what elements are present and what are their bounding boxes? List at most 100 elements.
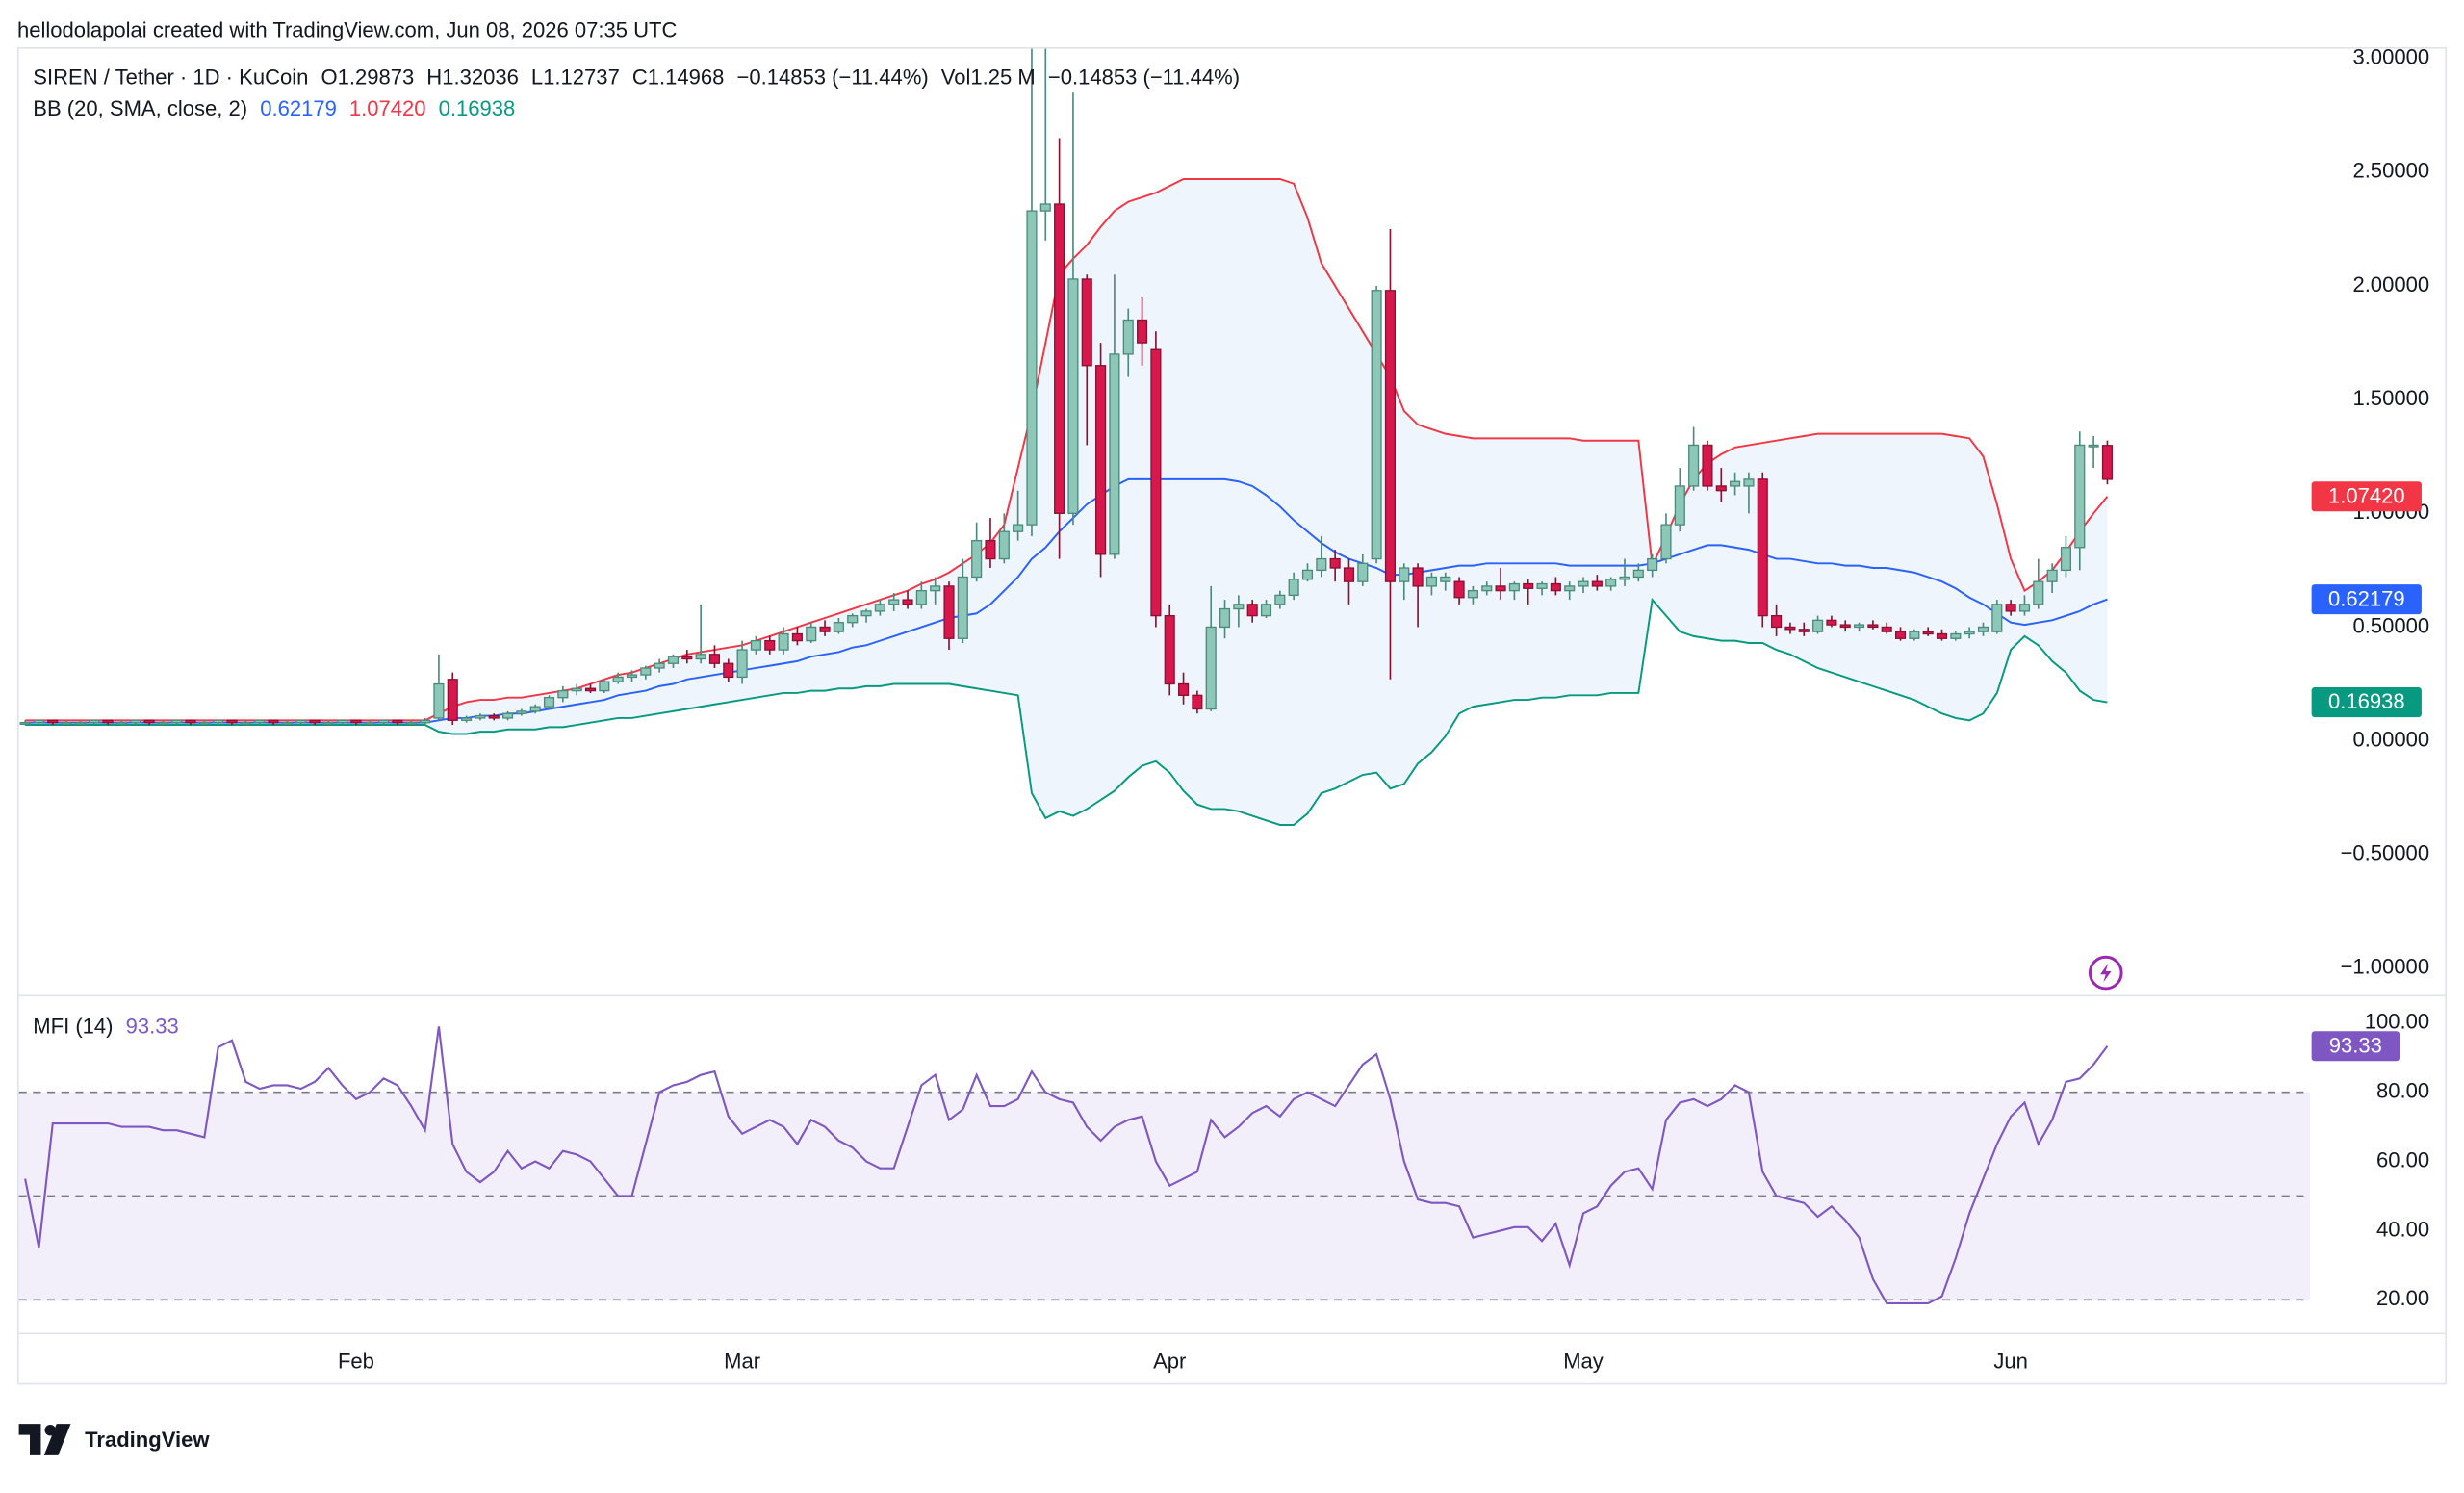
candle-body (1784, 626, 1796, 631)
candle-body (985, 540, 996, 560)
candle-body (695, 654, 706, 660)
indicator-value: 0.16938 (439, 96, 516, 120)
candle-body (930, 585, 941, 592)
candle-body (1743, 478, 1755, 487)
candle-body (185, 719, 196, 724)
indicator-value: 0.62179 (260, 96, 337, 120)
candle-body (89, 719, 100, 724)
candle-body (1853, 624, 1865, 629)
y-tick-label: 60.00 (2376, 1147, 2429, 1171)
legend-value: H1.32036 (426, 64, 519, 89)
candle-body (1991, 604, 2003, 632)
candle-body (268, 719, 279, 724)
candle-body (1894, 631, 1907, 639)
candle-body (1812, 619, 1824, 632)
chart-frame (16, 46, 2448, 1385)
candle-body (2033, 580, 2044, 605)
candle-body (1715, 485, 1727, 492)
candle-body (1564, 585, 1576, 592)
candle-body (1730, 480, 1741, 487)
candle-body (1591, 580, 1603, 587)
y-tick-label: 0.50000 (2352, 613, 2429, 637)
candle-body (1839, 624, 1851, 629)
candle-body (309, 719, 321, 724)
candle-body (475, 714, 486, 719)
candle-body (1316, 557, 1327, 572)
y-tick-label: −1.00000 (2341, 955, 2430, 979)
candle-body (571, 687, 582, 692)
candle-body (1054, 203, 1065, 514)
candle-body (254, 719, 266, 724)
candle-body (584, 687, 597, 692)
x-tick-label: Jun (1993, 1349, 2028, 1373)
candle-body (2074, 444, 2086, 549)
candle-body (1205, 626, 1217, 710)
bb-line (25, 178, 2109, 722)
candle-body (47, 719, 59, 724)
indicator-value: 1.07420 (349, 96, 426, 120)
candle-body (1881, 626, 1892, 632)
candle-body (764, 639, 776, 651)
candle-body (1357, 562, 1369, 582)
x-tick-label: Apr (1153, 1349, 1186, 1373)
candle-body (1977, 626, 1989, 632)
candle-body (364, 722, 375, 725)
candle-body (1964, 631, 1975, 635)
candle-body (1026, 210, 1038, 526)
candle-body (1219, 607, 1231, 629)
y-tick-label: 0.00000 (2352, 727, 2429, 751)
candle-body (1605, 579, 1617, 587)
candle-body (1343, 567, 1355, 582)
candle-body (1301, 569, 1314, 580)
mfi-line (24, 1026, 2109, 1304)
price-label-box (2311, 1031, 2400, 1062)
candle-body (778, 632, 789, 651)
brand-name[interactable]: TradingView (85, 1428, 210, 1452)
candle-body (723, 662, 734, 679)
price-pane (19, 48, 2113, 826)
candle-body (1095, 365, 1107, 555)
candle-body (488, 714, 500, 719)
candle-body (1109, 353, 1120, 555)
candle-body (1384, 290, 1396, 582)
candle-body (2018, 604, 2031, 612)
candle-body (902, 599, 913, 605)
candle-body (1798, 629, 1810, 632)
candle-body (791, 632, 803, 642)
candle-body (2046, 569, 2058, 582)
candle-body (998, 530, 1010, 560)
candle-body (1177, 682, 1190, 696)
bb-line (25, 597, 2108, 826)
y-tick-label: 100.00 (2365, 1010, 2429, 1034)
candle-body (1425, 576, 1437, 587)
candle-body (640, 667, 652, 676)
candle-body (447, 679, 458, 721)
candle-body (322, 722, 334, 725)
candle-body (143, 719, 155, 724)
logo-shape[interactable] (18, 1424, 41, 1455)
brand-logo[interactable] (18, 1424, 71, 1455)
candle-body (847, 614, 859, 624)
candle-body (420, 719, 431, 724)
candle-body (667, 656, 680, 664)
legend-value: Vol1.25 M (941, 64, 1036, 89)
logo-slash[interactable] (43, 1424, 71, 1455)
candle-body (1688, 444, 1700, 487)
candle-body (819, 626, 831, 632)
price-label-box (2311, 584, 2422, 615)
candle-body (943, 585, 955, 639)
candle-body (1233, 604, 1245, 610)
candle-body (557, 689, 569, 699)
candle-body (957, 576, 968, 639)
candle-body (33, 719, 44, 724)
candle-body (1481, 585, 1493, 592)
legend-value: O1.29873 (321, 64, 414, 89)
candle-body (1040, 203, 1051, 212)
candle-body (130, 719, 141, 724)
event-bolt[interactable] (2100, 963, 2112, 983)
candle-body (1757, 478, 1768, 617)
y-tick-label: 2.00000 (2352, 272, 2429, 296)
candle-body (1137, 319, 1148, 344)
event-icon[interactable] (2088, 955, 2123, 991)
